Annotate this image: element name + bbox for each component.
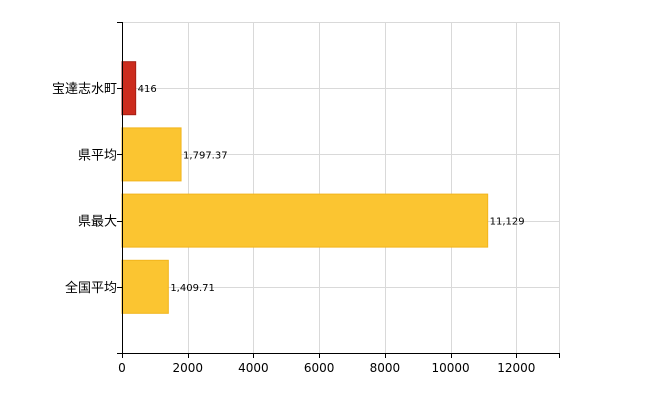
category-label-3: 全国平均 [65,280,117,296]
bar-1 [121,127,182,182]
x-tick-label-0: 0 [118,361,126,375]
x-tick-label-2000: 2000 [172,361,203,375]
bar-3 [121,259,169,314]
bar-2 [121,193,489,248]
grid-lines [122,22,560,353]
bar-0 [121,61,137,116]
data-label-0: 416 [138,84,157,95]
labels: 416 宝達志水町 1,797.37 県平均 11,129 県最大 1,409.71 全国平均… [52,82,535,375]
category-label-0: 宝達志水町 [52,82,117,97]
data-label-2: 11,129 [490,217,525,228]
data-label-1: 1,797.37 [183,150,228,161]
x-tick-label-10000: 10000 [431,361,469,375]
category-label-1: 県平均 [78,148,117,163]
category-label-2: 県最大 [78,215,117,230]
bars [121,61,489,314]
axes [117,22,560,358]
x-tick-label-4000: 4000 [238,361,269,375]
data-label-3: 1,409.71 [170,283,215,294]
x-tick-label-8000: 8000 [370,361,401,375]
x-tick-label-12000: 12000 [497,361,535,375]
x-tick-label-6000: 6000 [304,361,335,375]
